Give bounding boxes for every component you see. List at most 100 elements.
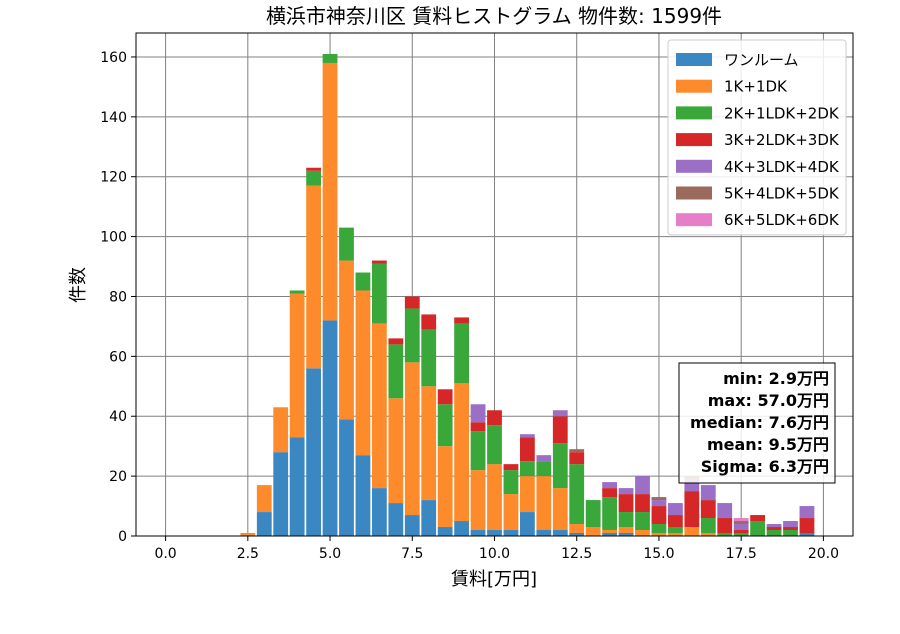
bar-segment-1-1 bbox=[256, 485, 272, 513]
bar-segment-3-15 bbox=[487, 410, 502, 426]
bar-segment-0-19 bbox=[552, 530, 568, 536]
bar-segment-2-31 bbox=[750, 521, 766, 536]
bar-segment-1-17 bbox=[519, 476, 535, 513]
bar-segment-3-9 bbox=[388, 338, 404, 345]
bar-segment-1-27 bbox=[684, 527, 700, 536]
bar-segment-0-2 bbox=[273, 452, 289, 536]
bar-segment-3-4 bbox=[306, 167, 322, 171]
chart-title: 横浜市神奈川区 賃料ヒストグラム 物件数: 1599件 bbox=[266, 4, 722, 28]
bar-segment-2-23 bbox=[618, 512, 634, 528]
bar-segment-2-13 bbox=[454, 323, 470, 384]
bar-segment-2-19 bbox=[552, 443, 568, 489]
bar-segment-6-30 bbox=[733, 518, 749, 522]
bar-segment-3-17 bbox=[519, 437, 535, 462]
bar-segment-2-3 bbox=[289, 290, 305, 294]
bar-segment-1-10 bbox=[404, 362, 420, 516]
legend-swatch-5 bbox=[676, 186, 712, 200]
bar-segment-4-18 bbox=[536, 455, 552, 462]
bar-segment-0-12 bbox=[437, 527, 453, 536]
bar-segment-1-3 bbox=[289, 293, 305, 438]
bar-segment-1-4 bbox=[306, 185, 322, 369]
legend-label-1: 1K+1DK bbox=[724, 78, 788, 96]
bar-segment-0-14 bbox=[470, 530, 486, 536]
bar-segment-0-9 bbox=[388, 503, 404, 536]
y-tick-label: 60 bbox=[109, 349, 127, 365]
bar-segment-2-7 bbox=[355, 272, 371, 291]
bar-segment-2-26 bbox=[667, 527, 683, 534]
bar-segment-3-20 bbox=[569, 452, 585, 465]
legend-label-2: 2K+1LDK+2DK bbox=[724, 104, 840, 122]
bar-segment-1-21 bbox=[585, 527, 601, 536]
legend-label-5: 5K+4LDK+5DK bbox=[724, 185, 840, 203]
bar-segment-4-33 bbox=[783, 521, 798, 528]
bar-segment-5-25 bbox=[651, 497, 667, 501]
bar-segment-1-8 bbox=[371, 323, 387, 489]
bar-segment-0-23 bbox=[618, 533, 634, 536]
bar-segment-4-28 bbox=[700, 485, 716, 501]
stats-line-3: mean: 9.5万円 bbox=[707, 435, 829, 454]
stats-line-0: min: 2.9万円 bbox=[723, 369, 829, 388]
stats-line-1: max: 57.0万円 bbox=[708, 391, 829, 410]
x-tick-label: 12.5 bbox=[561, 546, 592, 562]
bar-segment-2-29 bbox=[717, 533, 733, 536]
bar-segment-3-34 bbox=[799, 518, 815, 534]
x-tick-label: 10.0 bbox=[479, 546, 510, 562]
bar-segment-0-11 bbox=[421, 500, 437, 536]
bar-segment-1-18 bbox=[536, 476, 552, 531]
y-tick-label: 120 bbox=[100, 170, 127, 186]
legend-swatch-0 bbox=[676, 53, 712, 66]
bar-segment-3-24 bbox=[635, 494, 650, 513]
legend-swatch-1 bbox=[676, 79, 712, 93]
bar-segment-1-13 bbox=[454, 383, 470, 522]
bar-segment-4-14 bbox=[470, 404, 486, 423]
bar-segment-0-3 bbox=[289, 437, 305, 536]
bar-segment-1-9 bbox=[388, 398, 404, 504]
bar-segment-0-7 bbox=[355, 455, 371, 536]
bar-segment-2-15 bbox=[487, 425, 502, 465]
bar-segment-0-16 bbox=[503, 530, 519, 536]
bar-segment-3-19 bbox=[552, 416, 568, 444]
legend-label-0: ワンルーム bbox=[724, 51, 799, 69]
bar-segment-3-27 bbox=[684, 491, 700, 528]
bar-segment-0-6 bbox=[339, 419, 354, 536]
bar-segment-4-30 bbox=[733, 524, 749, 531]
x-tick-label: 0.0 bbox=[154, 546, 176, 562]
stats-line-4: Sigma: 6.3万円 bbox=[701, 457, 829, 476]
bar-segment-1-22 bbox=[602, 530, 618, 534]
bar-segment-3-23 bbox=[618, 494, 634, 513]
x-axis-label: 賃料[万円] bbox=[451, 569, 537, 590]
y-tick-label: 0 bbox=[118, 529, 127, 545]
legend-frame bbox=[667, 39, 847, 236]
bar-segment-0-5 bbox=[322, 320, 338, 536]
bar-segment-1-23 bbox=[618, 527, 634, 534]
bar-segment-4-17 bbox=[519, 434, 535, 438]
bar-segment-3-30 bbox=[733, 530, 749, 534]
bar-segment-3-12 bbox=[437, 389, 453, 405]
bar-segment-3-32 bbox=[766, 527, 782, 531]
legend: ワンルーム 1K+1DK 2K+1LDK+2DK 3K+2LDK+3DK 4K+3LDK… bbox=[667, 39, 847, 236]
bar-segment-2-6 bbox=[339, 227, 354, 261]
bar-segment-0-8 bbox=[371, 488, 387, 536]
bar-segment-1-24 bbox=[635, 530, 650, 536]
bar-segment-4-23 bbox=[618, 488, 634, 495]
legend-swatch-4 bbox=[676, 159, 712, 173]
bar-segment-1-7 bbox=[355, 290, 371, 456]
bar-segment-1-28 bbox=[700, 533, 716, 536]
bar-segment-0-1 bbox=[256, 512, 272, 536]
y-tick-label: 100 bbox=[100, 230, 127, 246]
bar-segment-3-11 bbox=[421, 314, 437, 330]
bar-segment-4-32 bbox=[766, 524, 782, 528]
legend-swatch-3 bbox=[676, 133, 712, 147]
bar-segment-2-5 bbox=[322, 53, 338, 63]
bar-segment-2-20 bbox=[569, 464, 585, 525]
bar-segment-1-15 bbox=[487, 464, 502, 531]
legend-swatch-2 bbox=[676, 106, 712, 120]
bar-segment-2-30 bbox=[733, 533, 749, 536]
bar-segment-2-25 bbox=[651, 524, 667, 534]
x-tick-label: 20.0 bbox=[808, 546, 839, 562]
bar-segment-4-29 bbox=[717, 503, 733, 519]
bar-segment-3-10 bbox=[404, 296, 420, 309]
bar-segment-1-5 bbox=[322, 62, 338, 321]
